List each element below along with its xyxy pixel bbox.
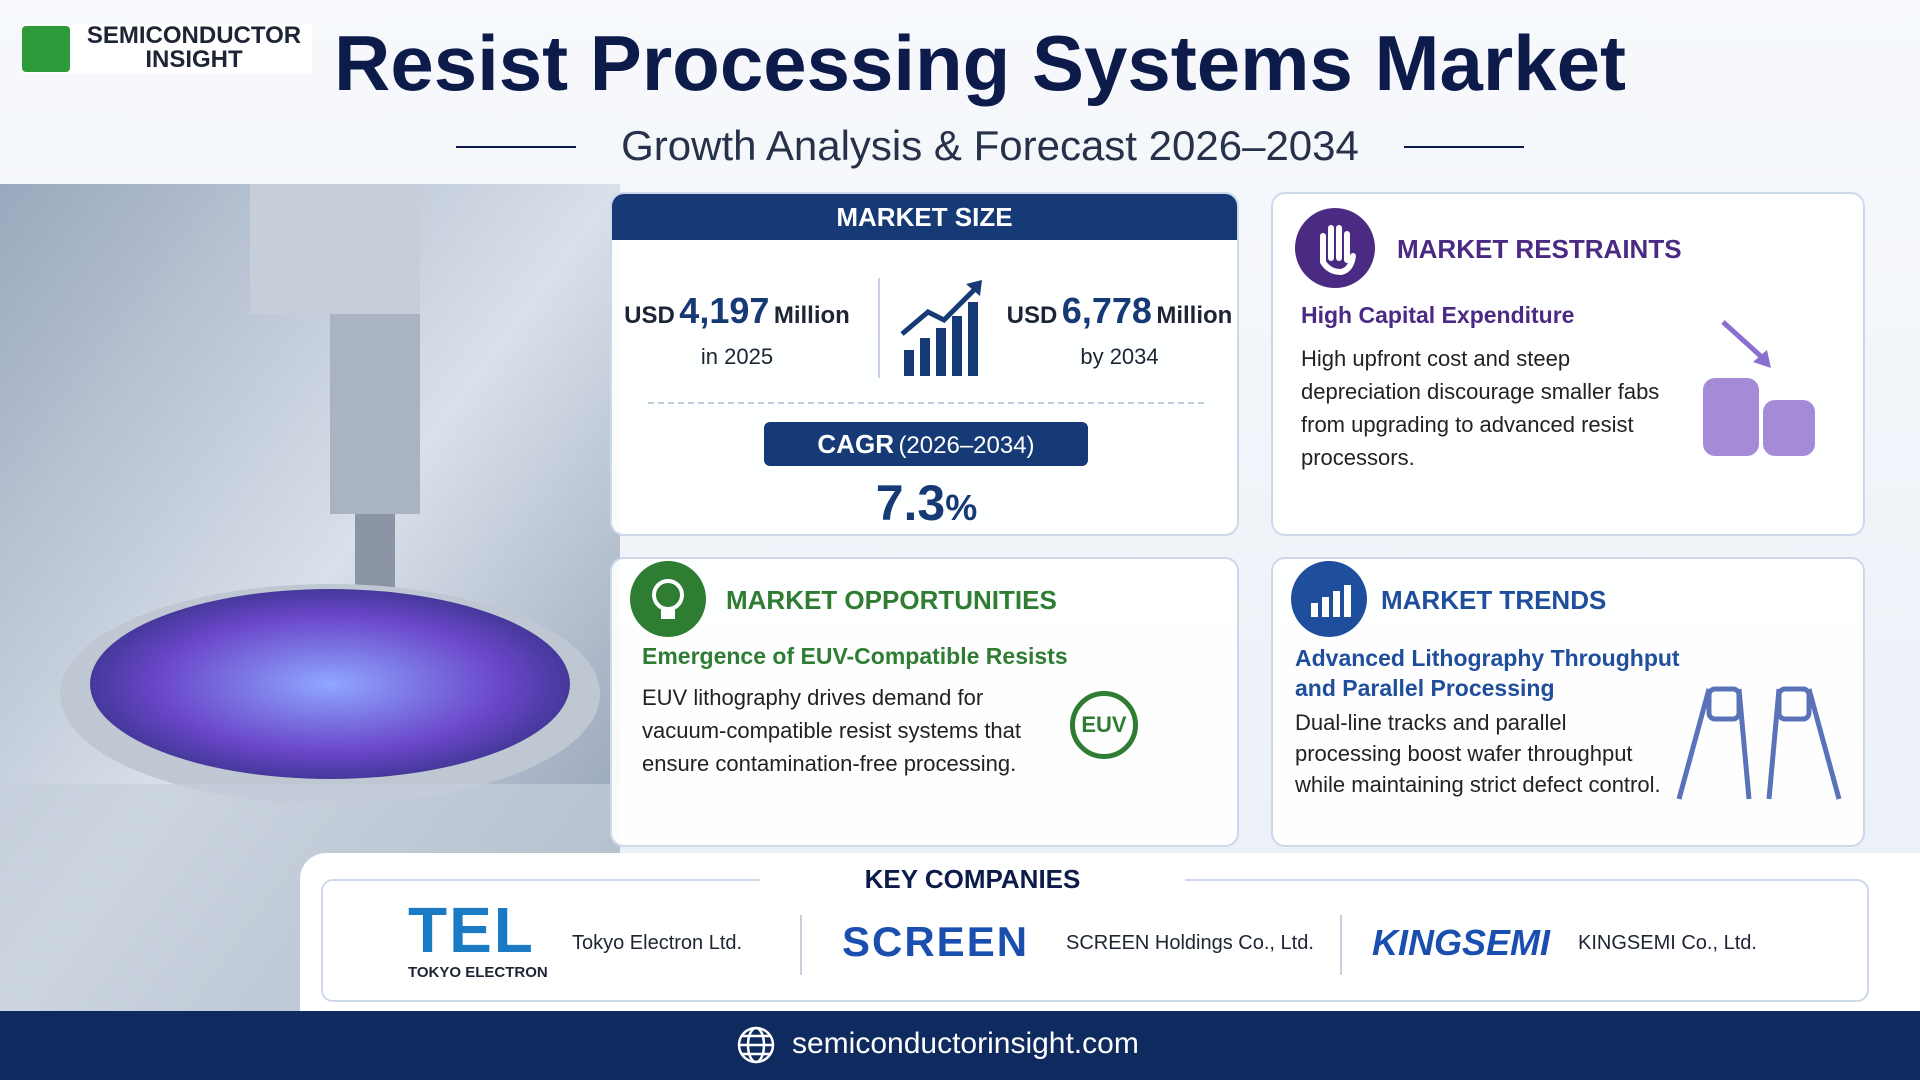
growth-icon [900, 280, 982, 376]
footer: semiconductorinsight.com [0, 1011, 1920, 1080]
card-text: EUV lithography drives demand for vacuum… [642, 685, 1022, 776]
rule [456, 146, 576, 148]
restraints-card: MARKET RESTRAINTS High Capital Expenditu… [1271, 192, 1865, 536]
restraint-icon [1295, 208, 1375, 288]
card-text: High upfront cost and steep depreciation… [1301, 346, 1660, 470]
cagr-badge: CAGR (2026–2034) [764, 422, 1088, 466]
divider [800, 915, 802, 975]
euv-badge: EUV [1070, 691, 1138, 759]
company-logo: SCREEN [842, 918, 1030, 965]
stat-start: USD 4,197 Million in 2025 [622, 290, 852, 370]
company-logo: TEL [408, 894, 535, 966]
opportunity-icon [630, 561, 706, 637]
period: in 2025 [700, 344, 774, 369]
cagr-period: (2026–2034) [898, 432, 1035, 459]
trend-icon [1291, 561, 1367, 637]
brand: SEMICONDUCTOR INSIGHT [22, 24, 312, 74]
rule [1404, 146, 1524, 148]
card-subheading: High Capital Expenditure [1301, 302, 1575, 328]
card-subheading: Advanced Lithography Throughput and Para… [1295, 645, 1680, 701]
card-heading: MARKET RESTRAINTS [1397, 234, 1682, 264]
company-name: Tokyo Electron Ltd. [572, 932, 743, 954]
card-heading: MARKET OPPORTUNITIES [726, 585, 1057, 615]
cagr-value: 7.3 [875, 475, 946, 531]
equipment-image [0, 184, 620, 1014]
subtitle: Growth Analysis & Forecast 2026–2034 [621, 122, 1359, 169]
opportunities-card: MARKET OPPORTUNITIES Emergence of EUV-Co… [610, 557, 1239, 847]
period: by 2034 [1080, 344, 1159, 369]
unit: Million [1156, 302, 1233, 329]
footer-url[interactable]: semiconductorinsight.com [792, 1027, 1139, 1060]
separator [648, 402, 1204, 404]
market-size-card: MARKET SIZE USD 4,197 Million in 2025 US… [610, 192, 1239, 536]
cagr-unit: % [945, 487, 978, 528]
card-subheading: Emergence of EUV-Compatible Resists [642, 643, 1068, 669]
brand-line: SEMICONDUCTOR [86, 22, 302, 49]
unit: Million [773, 302, 850, 329]
prefix: USD [1006, 302, 1058, 329]
divider [1340, 915, 1342, 975]
trends-card: MARKET TRENDS Advanced Lithography Throu… [1271, 557, 1865, 847]
value: 6,778 [1061, 290, 1152, 331]
company-name: SCREEN Holdings Co., Ltd. [1066, 932, 1314, 954]
divider [878, 278, 880, 378]
card-heading: MARKET TRENDS [1381, 585, 1607, 615]
company-name: KINGSEMI Co., Ltd. [1578, 932, 1757, 954]
card-text: Dual-line tracks and parallel processing… [1295, 710, 1661, 797]
prefix: USD [624, 302, 675, 329]
cagr: 7.3% [612, 474, 1237, 532]
card-heading: MARKET SIZE [612, 194, 1237, 240]
globe-icon [737, 1026, 775, 1064]
brand-icon [22, 26, 70, 72]
stat-end: USD 6,778 Million by 2034 [1002, 290, 1237, 370]
brand-line: INSIGHT [145, 46, 243, 73]
value: 4,197 [679, 290, 770, 331]
company-logo: KINGSEMI [1372, 922, 1551, 963]
title: Resist Processing Systems Market [334, 19, 1626, 107]
cagr-label: CAGR [817, 429, 894, 459]
companies-heading: KEY COMPANIES [760, 864, 1185, 895]
company-logo-sub: TOKYO ELECTRON [408, 964, 548, 981]
coins-icon [1703, 320, 1815, 456]
tracks-icon [1676, 686, 1842, 800]
